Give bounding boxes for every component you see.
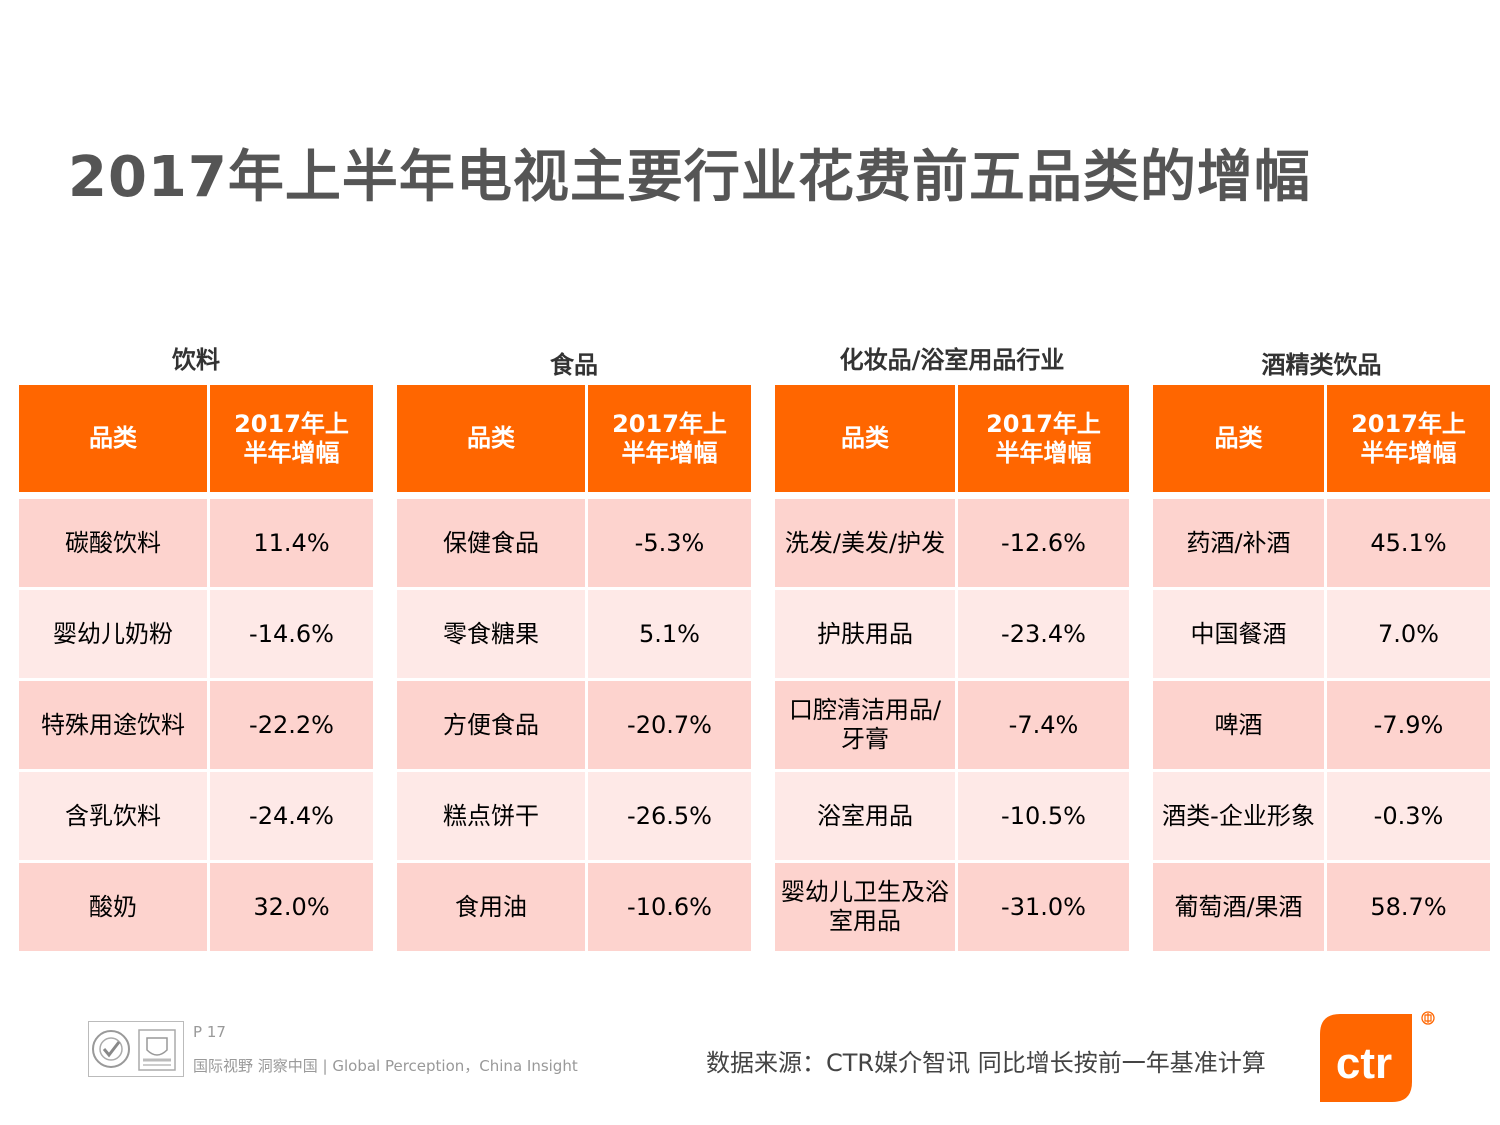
category-cell: 浴室用品 <box>775 772 955 860</box>
footer-slogan: 国际视野 洞察中国 | Global Perception，China Insi… <box>193 1057 578 1075</box>
table-title: 饮料 <box>172 346 220 374</box>
data-source-note: 数据来源：CTR媒介智讯 同比增长按前一年基准计算 <box>706 1049 1266 1077</box>
category-cell: 葡萄酒/果酒 <box>1153 863 1324 951</box>
header-growth: 2017年上半年增幅 <box>1327 385 1490 492</box>
category-cell: 糕点饼干 <box>397 772 585 860</box>
growth-value-cell: -12.6% <box>958 499 1129 587</box>
ctr-logo: ctr <box>1320 1014 1412 1102</box>
header-growth: 2017年上半年增幅 <box>210 385 373 492</box>
certification-badge <box>88 1021 184 1077</box>
page-number: P 17 <box>193 1023 226 1041</box>
growth-value-cell: -7.9% <box>1327 681 1490 769</box>
growth-value-cell: -5.3% <box>588 499 751 587</box>
growth-value-cell: -22.2% <box>210 681 373 769</box>
growth-value-cell: -10.6% <box>588 863 751 951</box>
category-cell: 含乳饮料 <box>19 772 207 860</box>
growth-value-cell: -14.6% <box>210 590 373 678</box>
category-cell: 洗发/美发/护发 <box>775 499 955 587</box>
category-cell: 零食糖果 <box>397 590 585 678</box>
header-category: 品类 <box>1153 385 1324 492</box>
certification-icon <box>92 1029 176 1071</box>
growth-value-cell: -31.0% <box>958 863 1129 951</box>
growth-value-cell: -26.5% <box>588 772 751 860</box>
table-title: 食品 <box>550 351 598 379</box>
page-title: 2017年上半年电视主要行业花费前五品类的增幅 <box>68 145 1311 210</box>
growth-value-cell: 11.4% <box>210 499 373 587</box>
category-cell: 酒类-企业形象 <box>1153 772 1324 860</box>
growth-value-cell: -20.7% <box>588 681 751 769</box>
growth-value-cell: -24.4% <box>210 772 373 860</box>
category-cell: 方便食品 <box>397 681 585 769</box>
category-cell: 酸奶 <box>19 863 207 951</box>
category-cell: 护肤用品 <box>775 590 955 678</box>
growth-value-cell: 58.7% <box>1327 863 1490 951</box>
growth-value-cell: -10.5% <box>958 772 1129 860</box>
category-cell: 婴幼儿奶粉 <box>19 590 207 678</box>
table-title: 化妆品/浴室用品行业 <box>839 346 1065 374</box>
growth-value-cell: 7.0% <box>1327 590 1490 678</box>
growth-value-cell: -0.3% <box>1327 772 1490 860</box>
header-growth: 2017年上半年增幅 <box>588 385 751 492</box>
category-cell: 药酒/补酒 <box>1153 499 1324 587</box>
registered-mark-icon <box>1421 1011 1435 1025</box>
category-cell: 碳酸饮料 <box>19 499 207 587</box>
header-category: 品类 <box>775 385 955 492</box>
category-cell: 食用油 <box>397 863 585 951</box>
growth-value-cell: -7.4% <box>958 681 1129 769</box>
growth-value-cell: 5.1% <box>588 590 751 678</box>
category-cell: 啤酒 <box>1153 681 1324 769</box>
logo-text: ctr <box>1336 1039 1392 1088</box>
growth-value-cell: 45.1% <box>1327 499 1490 587</box>
header-category: 品类 <box>19 385 207 492</box>
category-cell: 特殊用途饮料 <box>19 681 207 769</box>
category-cell: 口腔清洁用品/牙膏 <box>775 681 955 769</box>
table-title: 酒精类饮品 <box>1261 351 1382 379</box>
category-cell: 婴幼儿卫生及浴室用品 <box>775 863 955 951</box>
category-cell: 中国餐酒 <box>1153 590 1324 678</box>
header-growth: 2017年上半年增幅 <box>958 385 1129 492</box>
growth-value-cell: 32.0% <box>210 863 373 951</box>
growth-value-cell: -23.4% <box>958 590 1129 678</box>
category-cell: 保健食品 <box>397 499 585 587</box>
header-category: 品类 <box>397 385 585 492</box>
